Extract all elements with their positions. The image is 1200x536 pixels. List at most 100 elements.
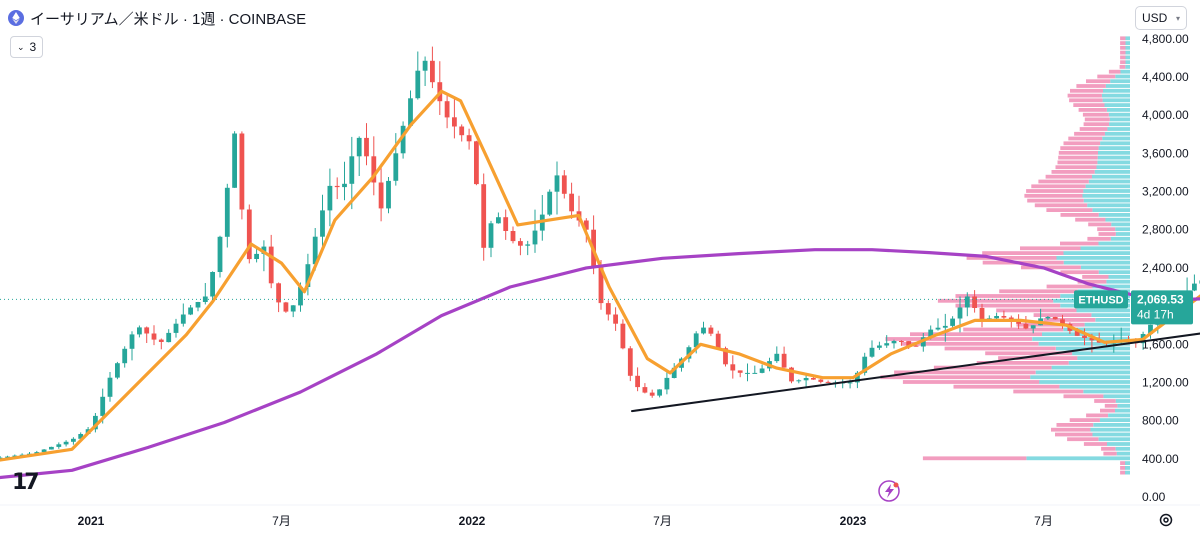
- candle-body: [972, 296, 977, 308]
- candle-body: [312, 236, 318, 265]
- candle-body: [320, 210, 325, 237]
- candle-body: [862, 356, 868, 373]
- candle-body: [774, 353, 780, 362]
- candle-body: [276, 283, 281, 303]
- vp-bar-up: [1096, 165, 1130, 170]
- currency-label: USD: [1142, 11, 1168, 25]
- vp-bar-up: [1115, 408, 1130, 413]
- candle-body: [63, 441, 69, 445]
- candle-body: [173, 323, 179, 333]
- candle-body: [818, 379, 824, 382]
- vp-bar-up: [1107, 127, 1130, 131]
- currency-select[interactable]: USD ▾: [1135, 6, 1187, 30]
- series-trendline-line: [631, 332, 1200, 413]
- vp-bar-down: [1051, 170, 1095, 174]
- vp-bar-down: [1120, 36, 1126, 41]
- vp-bar-up: [1108, 112, 1130, 117]
- price-axis: [1130, 0, 1200, 536]
- candle-body: [686, 347, 692, 359]
- vp-bar-up: [1125, 36, 1130, 41]
- candle-body: [532, 230, 538, 245]
- vp-bar-up: [1111, 222, 1130, 227]
- x-tick-label: 7月: [653, 514, 672, 528]
- vp-bar-down: [1098, 232, 1116, 236]
- candle-body: [942, 325, 948, 328]
- vp-bar-up: [1116, 451, 1130, 456]
- vp-bar-down: [937, 298, 1054, 303]
- vp-bar-up: [1125, 60, 1130, 65]
- vp-bar-down: [1076, 84, 1106, 88]
- candle-body: [5, 456, 10, 458]
- candle-body: [1060, 319, 1065, 324]
- vp-bar-up: [1085, 184, 1130, 189]
- vp-bar-down: [1082, 275, 1109, 279]
- x-tick-label: 2023: [840, 514, 867, 528]
- vp-bar-up: [1092, 208, 1130, 212]
- candle-body: [100, 396, 106, 416]
- x-tick-label: 7月: [1034, 514, 1053, 528]
- vp-bar-down: [985, 351, 1073, 356]
- candle-body: [1089, 338, 1095, 341]
- vp-bar-down: [1060, 270, 1099, 275]
- candle-body: [422, 60, 428, 71]
- vp-bar-down: [1074, 131, 1105, 136]
- candle-body: [0, 457, 3, 459]
- candle-body: [547, 191, 553, 215]
- y-tick-label: 800.00: [1142, 414, 1179, 428]
- tradingview-logo[interactable]: 17: [12, 470, 40, 495]
- vp-bar-down: [1046, 208, 1093, 212]
- candle-body: [444, 101, 450, 118]
- vp-bar-up: [1117, 403, 1130, 408]
- candle-body: [1001, 316, 1007, 318]
- vp-bar-up: [1039, 380, 1130, 384]
- vp-bar-down: [982, 251, 1064, 255]
- vp-bar-up: [1080, 246, 1130, 251]
- candle-body: [12, 455, 18, 457]
- symbol-title[interactable]: イーサリアム／米ドル · 1週 · COINBASE: [30, 10, 307, 28]
- candle-countdown: 4d 17h: [1137, 307, 1174, 321]
- vp-bar-up: [1125, 461, 1130, 465]
- vp-bar-down: [1073, 103, 1105, 107]
- candle-body: [386, 180, 391, 209]
- vp-bar-up: [1032, 337, 1130, 341]
- y-tick-label: 0.00: [1142, 490, 1166, 504]
- vp-bar-down: [1069, 98, 1103, 103]
- candle-body: [283, 302, 289, 312]
- ethereum-icon: [8, 10, 24, 26]
- vp-bar-up: [1125, 466, 1130, 470]
- vp-bar-down: [998, 356, 1078, 360]
- vp-bar-down: [1055, 432, 1093, 437]
- candle-body: [224, 187, 230, 237]
- candle-body: [759, 368, 765, 373]
- indicators-toggle-button[interactable]: ⌄ 3: [10, 36, 44, 58]
- vp-bar-down: [1103, 451, 1117, 456]
- candle-body: [723, 348, 728, 365]
- vp-bar-down: [902, 380, 1040, 384]
- y-tick-label: 3,600.00: [1142, 146, 1189, 160]
- vp-bar-up: [1083, 198, 1130, 203]
- vp-bar-down: [1069, 418, 1100, 422]
- vp-bar-down: [1067, 437, 1099, 442]
- vp-bar-up: [1110, 236, 1130, 241]
- vp-bar-up: [1072, 351, 1130, 356]
- vp-bar-up: [1076, 308, 1130, 313]
- vp-bar-down: [976, 361, 1069, 365]
- vp-bar-down: [1070, 88, 1103, 93]
- vp-bar-down: [1077, 279, 1107, 284]
- vp-bar-down: [955, 294, 1061, 298]
- vp-bar-up: [1103, 88, 1130, 93]
- candle-body: [180, 314, 186, 324]
- gear-icon[interactable]: [1158, 512, 1174, 528]
- vp-bar-down: [1020, 246, 1081, 251]
- candle-body: [752, 372, 758, 374]
- candle-body: [232, 133, 237, 188]
- vp-bar-up: [1056, 256, 1130, 260]
- candle-body: [913, 345, 919, 347]
- vp-bar-down: [880, 375, 1031, 380]
- vp-bar-down: [1120, 466, 1126, 470]
- y-tick-label: 4,800.00: [1142, 32, 1189, 46]
- vp-bar-down: [1083, 442, 1107, 446]
- vp-bar-up: [1091, 313, 1130, 317]
- vp-bar-up: [1098, 270, 1130, 275]
